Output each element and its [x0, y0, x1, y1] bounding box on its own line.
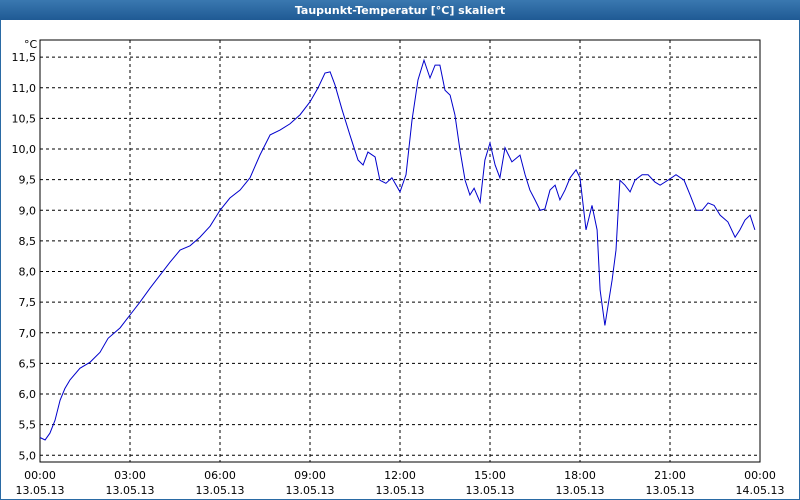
y-tick-label: 11,0	[12, 82, 37, 95]
y-tick-label: 8,5	[19, 235, 37, 248]
y-tick-label: 10,0	[12, 143, 37, 156]
y-tick-label: 9,5	[19, 174, 37, 187]
x-tick-label: 18:00 13.05.13	[556, 469, 605, 497]
x-tick-label: 21:00 13.05.13	[646, 469, 695, 497]
y-tick-label: 6,5	[19, 357, 37, 370]
x-tick-label: 00:00 13.05.13	[16, 469, 65, 497]
y-unit: °C	[24, 38, 38, 51]
line	[39, 58, 756, 441]
y-tick-label: 10,5	[12, 112, 37, 125]
y-tick-label: 5,0	[19, 449, 37, 462]
x-tick-label: 15:00 13.05.13	[466, 469, 515, 497]
y-tick-label: 9,0	[19, 204, 37, 217]
x-tick-label: 03:00 13.05.13	[106, 469, 155, 497]
x-tick-label: 00:00 14.05.13	[736, 469, 785, 497]
x-tick-label: 09:00 13.05.13	[286, 469, 335, 497]
y-tick-label: 7,5	[19, 296, 37, 309]
y-tick-label: 6,0	[19, 388, 37, 401]
y-tick-label: 8,0	[19, 266, 37, 279]
y-tick-label: 11,5	[12, 51, 37, 64]
x-tick-label: 06:00 13.05.13	[196, 469, 245, 497]
y-tick-label: 5,5	[19, 419, 37, 432]
x-tick-label: 12:00 13.05.13	[376, 469, 425, 497]
title-bar	[0, 0, 800, 20]
chart-title: Taupunkt-Temperatur [°C] skaliert	[295, 4, 505, 17]
y-tick-label: 7,0	[19, 327, 37, 340]
